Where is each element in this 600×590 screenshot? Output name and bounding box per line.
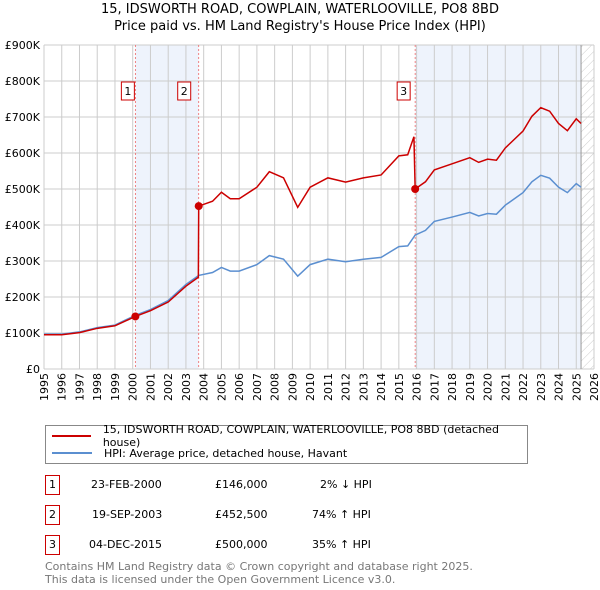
sale-marker-box — [396, 81, 411, 101]
price-chart: 1995 1996 1997 1998 1999 2000 2001 2002 2003 2004… — [5, 39, 600, 401]
x-tick-label: 1997 — [73, 373, 86, 401]
x-tick-label: 2014 — [375, 373, 388, 401]
y-tick-label: £400K — [5, 219, 41, 232]
x-tick-label: 2007 — [251, 373, 264, 401]
sale-date: 19-SEP-2003 — [92, 508, 163, 521]
sale-point — [131, 312, 140, 321]
y-tick-label: £300K — [5, 255, 41, 268]
x-tick-label: 2013 — [357, 373, 370, 401]
x-tick-label: 2026 — [588, 373, 600, 401]
x-tick-label: 2011 — [322, 373, 335, 401]
footer-licence: This data is licensed under the Open Gov… — [45, 573, 396, 586]
x-tick-label: 2000 — [127, 373, 140, 401]
x-tick-label: 1996 — [56, 373, 69, 401]
x-tick-label: 2002 — [162, 373, 175, 401]
legend-hpi-label: HPI: Average price, detached house, Hava… — [104, 446, 348, 460]
y-tick-label: £0 — [26, 363, 40, 376]
y-tick-label: £100K — [5, 327, 41, 340]
future-hatch — [581, 45, 594, 369]
x-tick-label: 2017 — [428, 373, 441, 401]
footer-copyright: Contains HM Land Registry data © Crown c… — [45, 560, 473, 573]
x-tick-label: 2004 — [198, 373, 211, 401]
sale-price: £452,500 — [215, 508, 268, 521]
legend: 15, IDSWORTH ROAD, COWPLAIN, WATERLOOVIL… — [45, 423, 528, 464]
sale-marker-box: 2 — [45, 505, 60, 525]
x-tick-label: 1998 — [91, 373, 104, 401]
legend-red-line — [52, 435, 91, 437]
sale-row: 1 23-FEB-2000 £146,000 2% ↓ HPI — [45, 475, 485, 495]
sale-row: 3 04-DEC-2015 £500,000 35% ↑ HPI — [45, 535, 485, 555]
sale-marker-box: 3 — [45, 535, 60, 555]
y-tick-label: £800K — [5, 75, 41, 88]
x-tick-label: 2012 — [340, 373, 353, 401]
y-tick-label: £500K — [5, 183, 41, 196]
x-tick-label: 2008 — [269, 373, 282, 401]
sale-point — [194, 202, 203, 211]
series-line — [44, 106, 582, 336]
sale-date: 04-DEC-2015 — [89, 538, 163, 551]
sale-hpi: 2% ↓ HPI — [320, 478, 372, 491]
y-tick-label: £600K — [5, 147, 41, 160]
x-tick-label: 2024 — [553, 373, 566, 401]
sale-date: 23-FEB-2000 — [91, 478, 162, 491]
x-tick-label: 2006 — [233, 373, 246, 401]
x-tick-label: 2001 — [144, 373, 157, 401]
sale-marker-box — [120, 81, 135, 101]
x-tick-label: 2022 — [517, 373, 530, 401]
x-tick-label: 2005 — [215, 373, 228, 401]
legend-blue-line — [52, 452, 92, 454]
x-tick-label: 2016 — [411, 373, 424, 401]
x-tick-label: 2010 — [304, 373, 317, 401]
x-tick-label: 2003 — [180, 373, 193, 401]
sale-marker-label: 1 — [124, 85, 131, 98]
series-line — [44, 174, 582, 335]
y-tick-label: £700K — [5, 111, 41, 124]
ownership-shade — [415, 45, 582, 369]
y-tick-label: £900K — [5, 39, 41, 52]
sale-price: £500,000 — [215, 538, 268, 551]
x-tick-label: 2025 — [570, 373, 583, 401]
sale-point — [411, 185, 420, 193]
sale-marker-label: 2 — [181, 85, 188, 98]
sale-hpi: 74% ↑ HPI — [312, 508, 371, 521]
sale-row: 2 19-SEP-2003 £452,500 74% ↑ HPI — [45, 505, 485, 525]
x-tick-label: 2023 — [535, 373, 548, 401]
sale-hpi: 35% ↑ HPI — [312, 538, 371, 551]
legend-property-label: 15, IDSWORTH ROAD, COWPLAIN, WATERLOOVIL… — [102, 423, 499, 449]
sale-marker-box — [177, 81, 192, 101]
sale-price: £146,000 — [215, 478, 268, 491]
x-tick-label: 2018 — [446, 373, 459, 401]
x-tick-label: 1999 — [109, 373, 122, 401]
x-tick-label: 2020 — [482, 373, 495, 401]
x-tick-label: 2019 — [464, 373, 477, 401]
y-tick-label: £200K — [5, 291, 41, 304]
x-tick-label: 2015 — [393, 373, 406, 401]
sale-marker-box: 1 — [45, 475, 60, 495]
chart-subtitle: Price paid vs. HM Land Registry's House … — [114, 19, 486, 34]
chart-title: 15, IDSWORTH ROAD, COWPLAIN, WATERLOOVIL… — [101, 2, 499, 17]
x-tick-label: 2021 — [499, 373, 512, 401]
x-tick-label: 1995 — [38, 373, 51, 401]
x-tick-label: 2009 — [286, 373, 299, 401]
sale-marker-label: 3 — [400, 85, 407, 98]
